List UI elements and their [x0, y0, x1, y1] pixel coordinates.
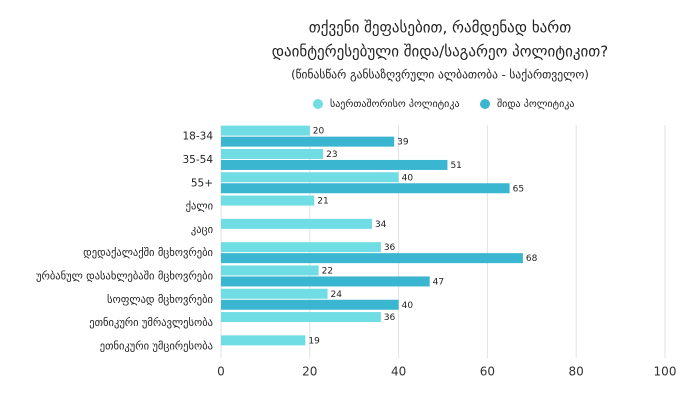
bar — [221, 253, 523, 264]
bar — [221, 265, 319, 276]
y-tick-label: 18-34 — [182, 131, 213, 143]
y-tick-label: ურბანულ დასახლებაში მცხოვრები — [36, 270, 213, 282]
value-label: 20 — [313, 127, 325, 137]
y-tick-label: ეთნიკური უმრავლესობა — [89, 317, 213, 329]
y-tick-label: 55+ — [191, 177, 213, 189]
value-label: 47 — [433, 277, 444, 287]
y-tick-label: კაცი — [191, 224, 213, 236]
bar — [221, 183, 510, 194]
bar — [221, 288, 328, 299]
value-label: 40 — [402, 173, 414, 183]
bar — [221, 242, 381, 253]
chart-title: თქვენი შეფასებით, რამდენად ხართ — [309, 19, 571, 37]
bar — [221, 159, 448, 170]
bar — [221, 299, 399, 310]
x-tick-label: 40 — [391, 365, 406, 379]
x-tick-label: 0 — [217, 365, 225, 379]
value-label: 22 — [322, 266, 333, 276]
y-tick-label: 35-54 — [182, 154, 213, 166]
bar — [221, 276, 430, 287]
legend-label: საერთაშორისო პოლიტიკა — [330, 98, 460, 110]
y-tick-label: სოფლად მცხოვრები — [107, 294, 213, 306]
legend-label: შიდა პოლიტიკა — [497, 98, 574, 110]
bar — [221, 312, 381, 323]
chart-title: დაინტერესებული შიდა/საგარეო პოლიტიკით? — [272, 43, 609, 61]
value-label: 65 — [513, 184, 524, 194]
bar — [221, 125, 310, 136]
y-tick-label: ეთნიკური უმცირესობა — [100, 340, 213, 352]
bar — [221, 218, 372, 229]
legend-marker — [313, 99, 323, 109]
bar — [221, 195, 315, 206]
x-tick-label: 80 — [569, 365, 584, 379]
bar — [221, 172, 399, 183]
bar — [221, 335, 306, 346]
value-label: 40 — [402, 301, 414, 311]
value-label: 24 — [331, 290, 343, 300]
legend-marker — [480, 99, 490, 109]
y-tick-label: დედაქალაქში მცხოვრები — [83, 247, 213, 259]
value-label: 19 — [308, 336, 320, 346]
bar — [221, 136, 395, 147]
value-label: 36 — [384, 243, 396, 253]
value-label: 23 — [326, 150, 337, 160]
value-label: 68 — [526, 254, 538, 264]
value-label: 39 — [397, 138, 409, 148]
bar — [221, 148, 324, 159]
chart-subtitle: (წინასწარ განსაზღვრული ალბათობა - საქართ… — [291, 68, 589, 82]
x-tick-label: 100 — [654, 365, 677, 379]
x-tick-label: 20 — [302, 365, 317, 379]
y-tick-label: ქალი — [186, 201, 213, 213]
value-label: 36 — [384, 313, 396, 323]
x-tick-label: 60 — [480, 365, 495, 379]
value-label: 34 — [375, 220, 387, 230]
value-label: 51 — [450, 161, 461, 171]
value-label: 21 — [317, 197, 328, 207]
